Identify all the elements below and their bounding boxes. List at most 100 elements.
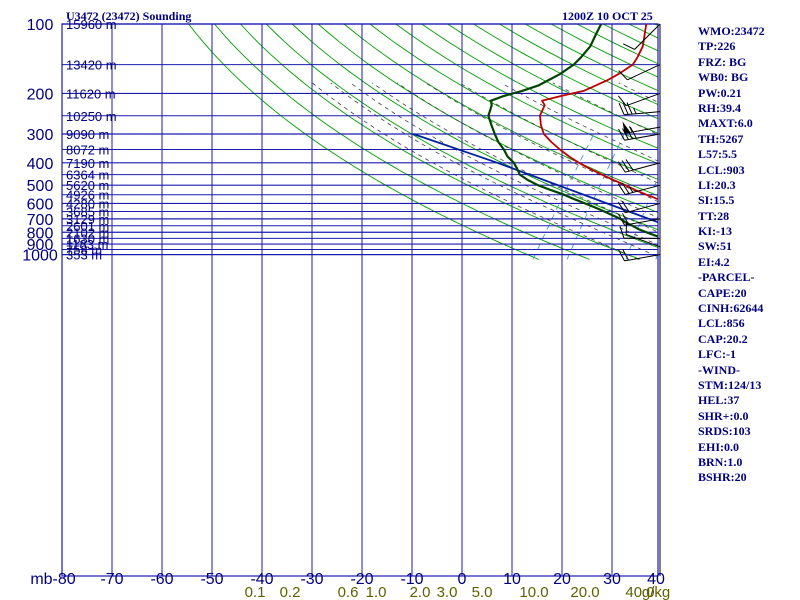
index-item: WMO:23472 [698, 24, 765, 38]
wind-barb-full [622, 128, 629, 140]
moist-adiabat [459, 82, 658, 184]
temperature-tick-label: -30 [300, 571, 323, 588]
wind-barb-staff [625, 162, 661, 173]
height-label: 11620 m [66, 86, 116, 101]
wind-barb-full [617, 183, 626, 195]
height-label: 1630 m [66, 231, 109, 246]
temperature-tick-label: 20 [553, 571, 571, 588]
height-label: 10250 m [66, 109, 117, 124]
wind-barb-staff [625, 184, 661, 195]
wind-barb [618, 102, 661, 116]
index-item: SHR+:0.0 [698, 408, 749, 423]
height-label: 15960 m [66, 17, 117, 32]
index-item: TH:5267 [698, 131, 744, 146]
wind-barb-staff [625, 202, 661, 214]
wind-barb-half [633, 107, 637, 114]
index-item: CAP:20.2 [698, 331, 748, 346]
wind-barbs [617, 23, 661, 576]
temperature-tick-label: 0 [458, 571, 467, 588]
wind-barb-full [621, 200, 630, 212]
wind-barb-full [621, 182, 630, 194]
wind-barb-full [626, 102, 633, 115]
temperature-tick-label: -40 [250, 571, 273, 588]
index-item: -PARCEL- [698, 270, 755, 285]
wind-barb-half [629, 186, 634, 193]
dry-adiabat [369, 24, 658, 180]
wind-barb-full [622, 102, 629, 115]
wind-barb [618, 213, 661, 226]
index-item: -WIND- [698, 362, 740, 377]
index-item: LFC:-1 [698, 347, 736, 362]
temperature-tick-label: 10 [503, 571, 521, 588]
wind-barb-full [618, 249, 625, 262]
height-label: 758 m [66, 242, 102, 257]
index-item: TT:28 [698, 208, 730, 223]
station-title: U3472 (23472) Sounding [66, 9, 192, 23]
temperature-tick-label: -60 [150, 571, 173, 588]
mixing-ratio-label: 40.0 [625, 584, 654, 600]
height-label: 1183 m [66, 237, 108, 252]
wind-barb [622, 121, 661, 134]
pressure-label: 1000 [22, 248, 58, 265]
wind-barb [619, 226, 661, 239]
index-item: LI:20.3 [698, 177, 736, 192]
mixing-ratio-label: 0.2 [280, 584, 301, 600]
wind-barb-staff [626, 234, 661, 248]
mixing-ratio-label: 0.6 [338, 584, 359, 600]
wind-barb-staff [624, 254, 661, 262]
height-label: 2102 m [66, 225, 109, 240]
pressure-label: 400 [27, 156, 54, 173]
mixing-ratio-label: 10.0 [519, 584, 548, 600]
wind-barb [617, 200, 661, 214]
mixing-ratio-label: 20.0 [570, 584, 599, 600]
mixing-ratio-label: 5.0 [472, 584, 493, 600]
mixing-ratio-label: g/kg [642, 584, 670, 600]
temperature-tick-label: 30 [603, 571, 621, 588]
dry-adiabat [421, 24, 658, 149]
index-item: LCL:856 [698, 316, 745, 331]
height-label: 8072 m [66, 142, 109, 157]
wind-barb [617, 159, 661, 173]
grid [61, 23, 659, 577]
mixing-ratio-label: 2.0 [410, 584, 431, 600]
index-item: EI:4.2 [698, 254, 730, 269]
pressure-label: 500 [27, 178, 54, 195]
wind-barb-staff [624, 133, 661, 141]
wind-barb-flag [622, 121, 631, 134]
mixing-ratio-label: 3.0 [437, 584, 458, 600]
index-item: FRZ: BG [698, 54, 747, 69]
wind-barb [625, 221, 661, 248]
temperature-line [539, 24, 658, 201]
wind-barb-full [622, 248, 629, 261]
dewpoint-line [487, 24, 658, 238]
wind-barb-half [628, 126, 633, 133]
height-label: 353 m [66, 248, 102, 263]
index-item: PW:0.21 [698, 85, 742, 100]
wind-barb-full [625, 159, 634, 171]
height-label: 5620 m [66, 178, 109, 193]
mixing-ratio-lines [532, 133, 658, 260]
wind-barb-full [618, 128, 625, 141]
wind-barb-staff [624, 126, 661, 134]
index-item: CINH:62644 [698, 301, 764, 316]
index-item: BSHR:20 [698, 470, 747, 485]
wind-barb-full [623, 43, 635, 50]
stability-indices-panel: WMO:23472 TP:226 FRZ: BG WB0: BG PW:0.21 RH:3… [698, 24, 798, 486]
temperature-tick-label: mb-80 [30, 571, 75, 588]
dry-adiabat [317, 24, 658, 213]
index-item: LCL:903 [698, 162, 745, 177]
moist-adiabat [372, 82, 658, 233]
moist-adiabat [330, 82, 658, 258]
pressure-label: 600 [27, 196, 54, 213]
wind-barb-full [617, 201, 626, 214]
temperature-tick-label: -10 [400, 571, 423, 588]
dewpoint-profile [487, 24, 658, 238]
height-label: 6364 m [66, 168, 109, 183]
index-item: MAXT:6.0 [698, 116, 753, 131]
index-item: L57:5.5 [698, 147, 737, 162]
height-label: 3685 m [66, 204, 109, 219]
dry-adiabat [291, 24, 658, 231]
wind-barb [618, 64, 661, 81]
